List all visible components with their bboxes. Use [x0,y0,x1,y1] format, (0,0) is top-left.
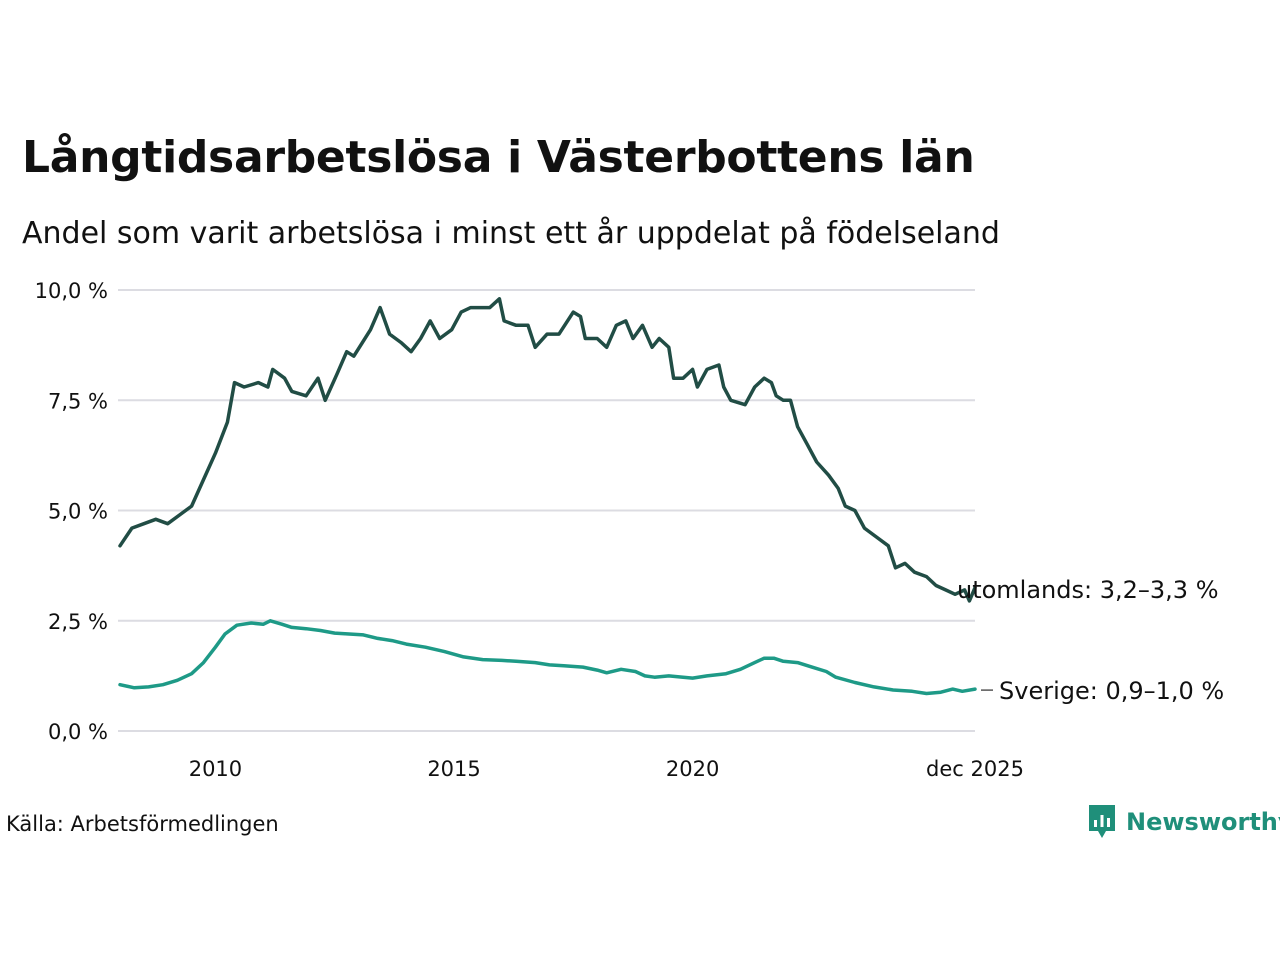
series-line-utomlands [118,297,977,603]
source-note: Källa: Arbetsförmedlingen [6,812,279,836]
x-tick-label: dec 2025 [926,757,1024,781]
y-tick-label: 5,0 % [48,500,108,524]
x-axis-ticks: 2010 2015 2020 dec 2025 [189,757,1024,781]
line-chart: 0,0 % 2,5 % 5,0 % 7,5 % 10,0 % 2010 2015 2020 d… [35,279,1225,781]
series-lines [118,297,977,696]
y-axis-ticks: 0,0 % 2,5 % 5,0 % 7,5 % 10,0 % [35,279,108,744]
x-tick-label: 2010 [189,757,242,781]
newsworthy-logo[interactable]: Newsworthy [1088,804,1280,840]
chart-title: Långtidsarbetslösa i Västerbottens län [22,132,975,183]
y-tick-label: 7,5 % [48,389,108,413]
series-end-labels: utomlands: 3,2–3,3 % Sverige: 0,9–1,0 % [957,576,1224,705]
y-tick-label: 2,5 % [48,610,108,634]
y-tick-label: 10,0 % [35,279,108,303]
y-tick-label: 0,0 % [48,720,108,744]
chart-subtitle: Andel som varit arbetslösa i minst ett å… [22,216,1000,251]
grid-lines [118,289,975,732]
series-label-sverige: Sverige: 0,9–1,0 % [999,677,1224,705]
newsworthy-logo-text: Newsworthy [1126,808,1280,836]
series-label-utomlands: utomlands: 3,2–3,3 % [957,576,1219,604]
x-tick-label: 2015 [427,757,480,781]
newsworthy-logo-icon [1089,805,1115,838]
x-tick-label: 2020 [666,757,719,781]
series-line-sverige [118,619,977,696]
